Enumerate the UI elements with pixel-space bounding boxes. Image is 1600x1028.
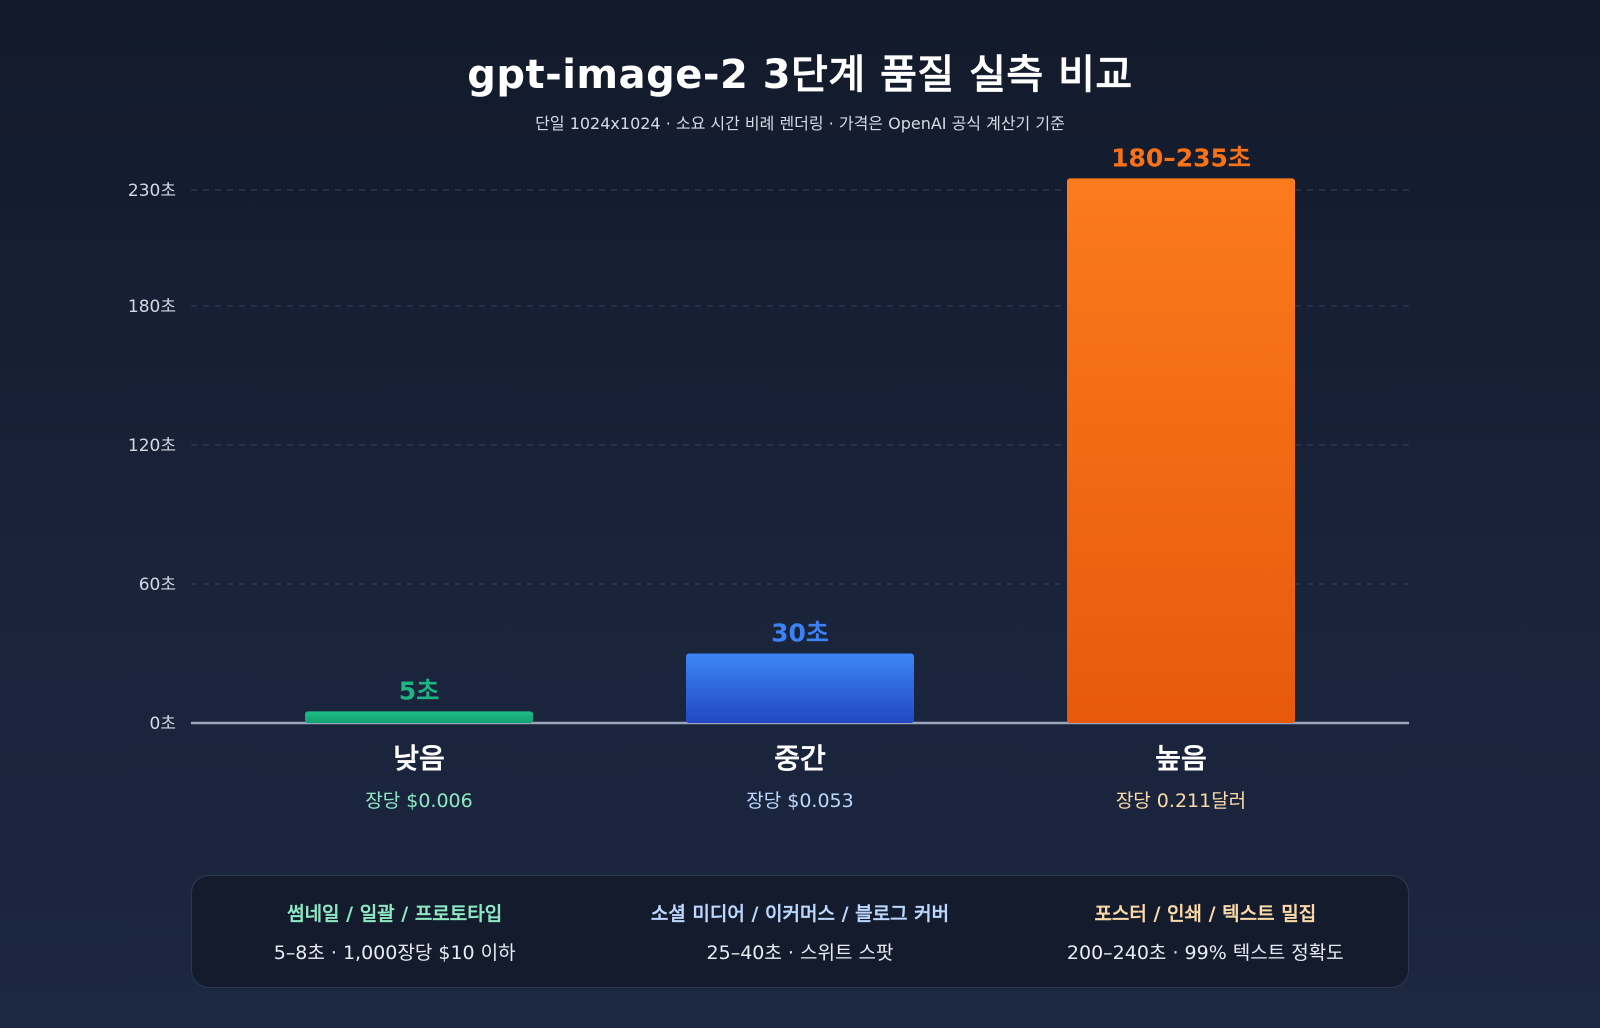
use-case-low-desc: 5–8초 · 1,000장당 $10 이하 (273, 941, 516, 964)
use-case-medium-desc: 25–40초 · 스위트 스팟 (706, 941, 894, 964)
use-case-low: 썸네일 / 일괄 / 프로토타입 5–8초 · 1,000장당 $10 이하 (192, 876, 597, 987)
use-case-low-label: 썸네일 / 일괄 / 프로토타입 (287, 902, 503, 925)
use-case-medium: 소셜 미디어 / 이커머스 / 블로그 커버 25–40초 · 스위트 스팟 (597, 876, 1002, 987)
y-tick-label: 60초 (139, 575, 176, 595)
y-tick-label: 120초 (128, 436, 176, 456)
bar-medium (686, 653, 914, 723)
bars (305, 178, 1295, 724)
use-case-summary: 썸네일 / 일괄 / 프로토타입 5–8초 · 1,000장당 $10 이하 소… (191, 875, 1409, 988)
price-label-high: 장당 0.211달러 (1116, 790, 1246, 812)
y-tick-label: 180초 (128, 297, 176, 317)
bar-high (1067, 178, 1295, 724)
value-label-medium: 30초 (771, 618, 829, 647)
value-label-high: 180–235초 (1111, 143, 1251, 172)
price-label-low: 장당 $0.006 (365, 790, 472, 812)
use-case-high-desc: 200–240초 · 99% 텍스트 정확도 (1066, 941, 1344, 964)
x-tick-label-medium: 중간 (774, 742, 826, 775)
chart-title: gpt-image-2 3단계 품질 실측 비교 (467, 52, 1133, 98)
value-label-low: 5초 (399, 676, 439, 705)
y-tick-label: 230초 (128, 181, 176, 201)
use-case-high: 포스터 / 인쇄 / 텍스트 밀집 200–240초 · 99% 텍스트 정확도 (1003, 876, 1408, 987)
use-case-medium-label: 소셜 미디어 / 이커머스 / 블로그 커버 (650, 902, 950, 925)
y-tick-label: 0초 (150, 714, 176, 734)
price-label-medium: 장당 $0.053 (746, 790, 853, 812)
use-case-high-label: 포스터 / 인쇄 / 텍스트 밀집 (1094, 902, 1317, 925)
bar-low (305, 711, 533, 723)
chart-subtitle: 단일 1024x1024 · 소요 시간 비례 렌더링 · 가격은 OpenAI… (535, 114, 1065, 133)
x-tick-label-low: 낮음 (393, 742, 445, 775)
x-tick-label-high: 높음 (1155, 742, 1207, 775)
